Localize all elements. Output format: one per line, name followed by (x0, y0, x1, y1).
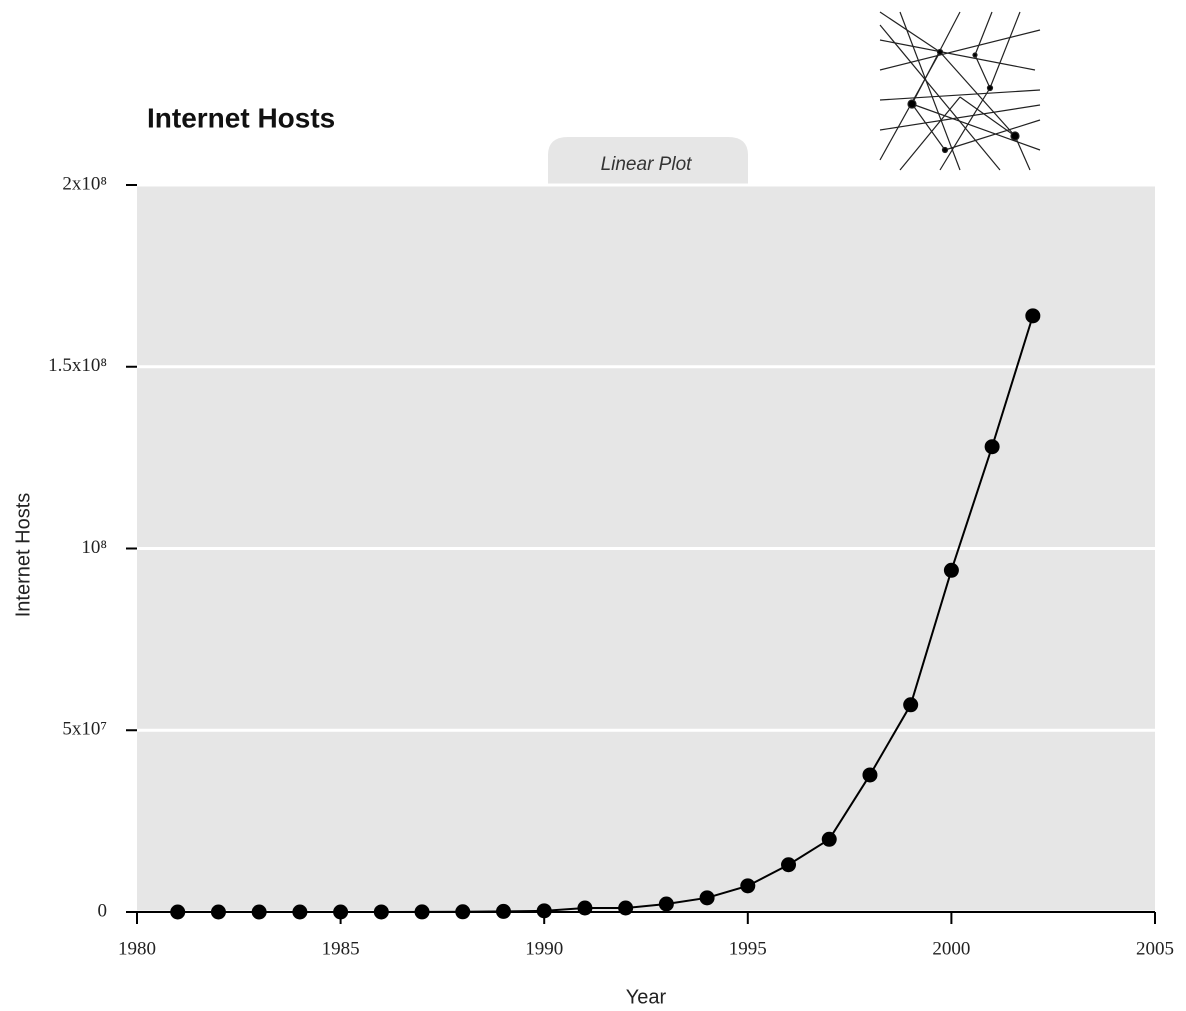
y-tick-label: 1.5x10⁸ (48, 355, 107, 376)
point (944, 563, 959, 578)
x-tick-label: 1985 (322, 938, 360, 959)
x-tick-label: 1980 (118, 938, 156, 959)
point (211, 904, 226, 919)
x-tick-label: 1995 (729, 938, 767, 959)
point (537, 903, 552, 918)
chart: Linear Plot Internet Hosts Year Internet… (0, 0, 1186, 1011)
point (985, 439, 1000, 454)
point (252, 904, 267, 919)
point (455, 904, 470, 919)
y-tick-label: 0 (98, 900, 108, 921)
point (700, 890, 715, 905)
point (822, 832, 837, 847)
point (496, 904, 511, 919)
point (1025, 308, 1040, 323)
point (618, 901, 633, 916)
point (292, 904, 307, 919)
chart-title: Internet Hosts (147, 102, 335, 133)
x-tick-label: 2005 (1136, 938, 1174, 959)
point (781, 857, 796, 872)
y-axis-label: Internet Hosts (12, 493, 34, 618)
annotation: Linear Plot (601, 154, 693, 175)
point (170, 904, 185, 919)
y-tick-label: 2x10⁸ (62, 173, 107, 194)
network-icon (880, 12, 1040, 170)
point (903, 697, 918, 712)
point (577, 901, 592, 916)
y-tick-label: 5x10⁷ (62, 719, 107, 740)
point (333, 904, 348, 919)
x-tick-label: 2000 (932, 938, 970, 959)
x-axis-label: Year (626, 986, 667, 1008)
point (862, 767, 877, 782)
point (740, 878, 755, 893)
x-tick-label: 1990 (525, 938, 563, 959)
point (374, 904, 389, 919)
point (659, 897, 674, 912)
y-tick-label: 10⁸ (81, 537, 107, 558)
point (415, 904, 430, 919)
